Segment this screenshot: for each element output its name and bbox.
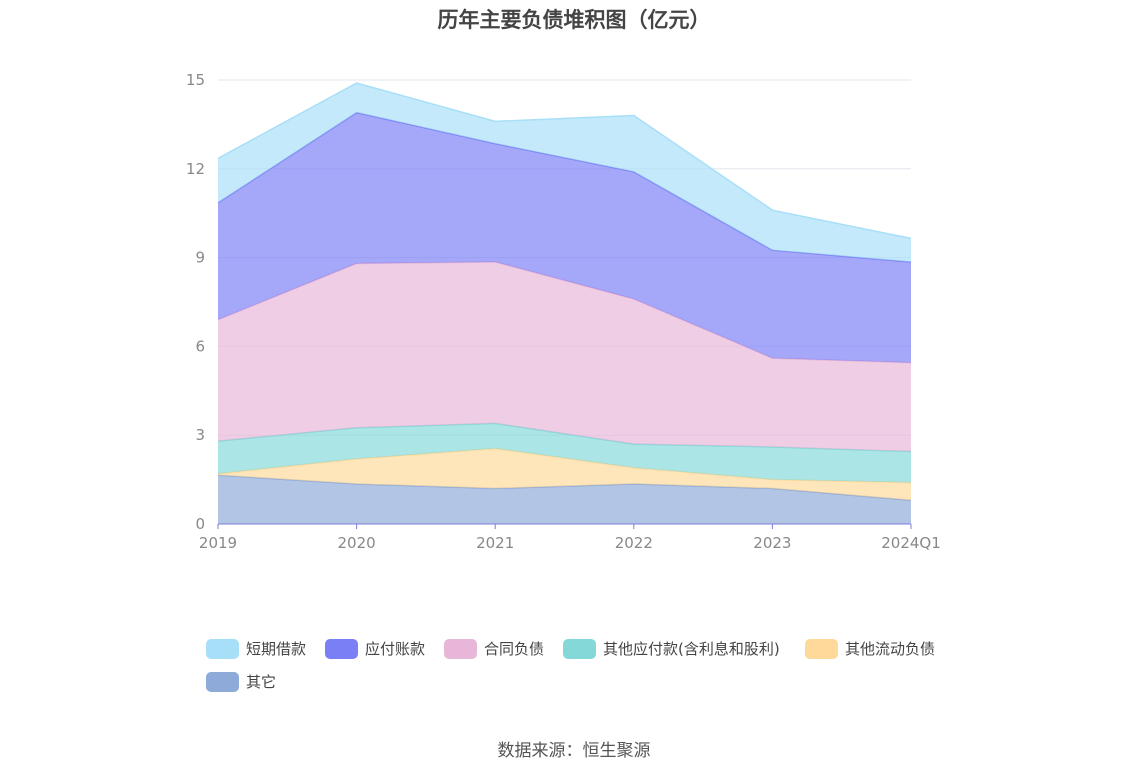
x-tick-label: 2019	[199, 534, 237, 552]
x-tick-label: 2020	[338, 534, 376, 552]
area-series-4[interactable]	[218, 112, 911, 363]
legend-item-others[interactable]: 其它	[206, 671, 276, 692]
data-source: 数据来源：恒生聚源	[497, 741, 651, 761]
legend-swatch	[563, 638, 596, 659]
legend-swatch	[805, 638, 838, 659]
area-series-2[interactable]	[218, 423, 911, 483]
legend-label: 合同负债	[484, 640, 545, 658]
y-tick-label: 9	[195, 249, 205, 267]
y-tick-label: 12	[186, 160, 205, 178]
chart-title: 历年主要负债堆积图（亿元）	[437, 8, 711, 32]
x-tick-label: 2023	[753, 534, 791, 552]
x-tick-label: 2024Q1	[881, 534, 941, 552]
legend-item-accounts-payable[interactable]: 应付账款	[325, 638, 425, 659]
stacked-areas	[217, 82, 912, 524]
legend-label: 应付账款	[365, 640, 426, 658]
legend-item-other-payables[interactable]: 其他应付款(含利息和股利)	[563, 638, 780, 659]
legend-swatch	[206, 638, 239, 659]
area-series-3[interactable]	[218, 262, 911, 452]
legend-swatch	[444, 638, 477, 659]
legend-item-other-current-liabilities[interactable]: 其他流动负债	[805, 638, 935, 659]
x-tick-label: 2021	[476, 534, 514, 552]
legend-item-short-term-loans[interactable]: 短期借款	[206, 638, 306, 659]
axes: 0 3 6 9 12 15 2019 2020 2021 2022 2023 2024Q1	[186, 71, 941, 552]
y-tick-label: 0	[195, 515, 205, 533]
legend-item-contract-liabilities[interactable]: 合同负债	[444, 638, 544, 659]
y-tick-label: 6	[195, 337, 205, 355]
y-tick-label: 3	[195, 426, 205, 444]
area-series-5[interactable]	[218, 83, 911, 262]
legend-label: 其它	[246, 673, 277, 691]
area-series-line-5	[217, 82, 912, 240]
y-tick-label: 15	[186, 71, 205, 89]
legend-swatch	[206, 671, 239, 692]
legend-swatch	[325, 638, 358, 659]
legend-label: 短期借款	[246, 640, 307, 658]
legend-label: 其他流动负债	[845, 640, 936, 658]
legend-label: 其他应付款(含利息和股利)	[603, 640, 780, 658]
area-series-1[interactable]	[218, 448, 911, 501]
x-tick-label: 2022	[615, 534, 653, 552]
chart-area: 0 3 6 9 12 15 2019 2020 2021 2022 2023 2024Q1	[186, 71, 941, 552]
